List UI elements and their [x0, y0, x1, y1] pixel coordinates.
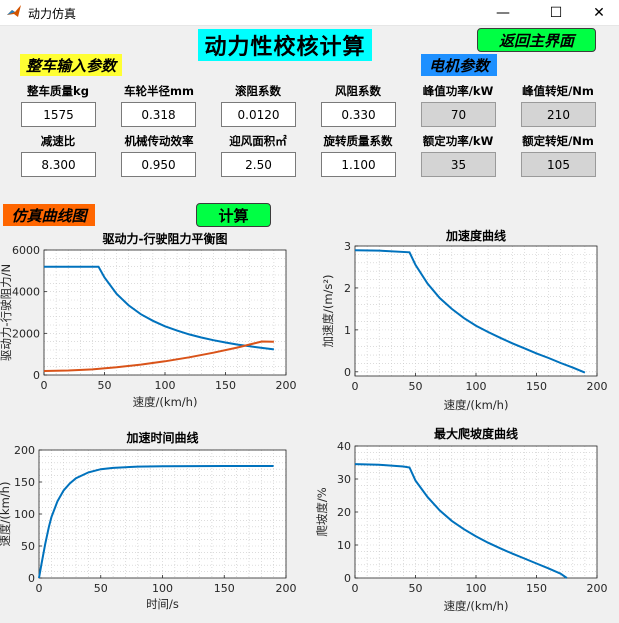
x-tick-label: 150 [526, 380, 547, 393]
x-axis-label: 速度/(km/h) [444, 599, 509, 613]
wheel-radius-field[interactable]: 0.318 [121, 102, 196, 127]
series-line-0 [44, 265, 275, 351]
y-tick-label: 10 [337, 539, 351, 552]
x-tick-label: 150 [526, 582, 547, 595]
y-axis-label: 爬坡度/% [315, 487, 329, 536]
series-line-0 [354, 463, 568, 579]
chart-force-balance: 0 50 100 150 2000200040006000驱动力-行驶阻力平衡图速度/(… [0, 231, 297, 409]
x-tick-label: 100 [155, 379, 176, 392]
chart-title: 加速度曲线 [445, 228, 506, 243]
x-tick-label: 50 [409, 582, 423, 595]
rotating-mass-label: 旋转质量系数 [323, 134, 393, 148]
y-tick-label: 0 [33, 369, 40, 382]
y-tick-label: 0 [344, 572, 351, 585]
y-tick-label: 30 [337, 473, 351, 486]
x-tick-label: 200 [587, 582, 608, 595]
return-main-button[interactable]: 返回主界面 [477, 28, 596, 52]
plot-area [355, 246, 597, 376]
reduction-ratio-label: 减速比 [40, 134, 76, 148]
rated-torque-label: 额定转矩/Nm [522, 134, 594, 148]
calculate-button[interactable]: 计算 [196, 203, 271, 227]
rated-power-field[interactable]: 35 [421, 152, 496, 177]
y-tick-label: 150 [14, 476, 35, 489]
x-axis-label: 速度/(km/h) [444, 398, 509, 412]
sim-curves-label: 仿真曲线图 [3, 204, 95, 226]
y-axis-label: 驱动力-行驶阻力/N [0, 264, 13, 361]
y-axis-label: 加速度/(m/s²) [321, 274, 335, 347]
x-tick-label: 150 [214, 582, 235, 595]
y-tick-label: 50 [21, 540, 35, 553]
chart-title: 加速时间曲线 [125, 430, 198, 445]
frontal-area-field[interactable]: 2.50 [221, 152, 296, 177]
y-axis-label: 速度/(km/h) [0, 482, 12, 547]
series-line-1 [43, 340, 274, 372]
y-tick-label: 1 [344, 324, 351, 337]
y-tick-label: 6000 [12, 244, 40, 257]
x-tick-label: 50 [94, 582, 108, 595]
x-tick-label: 0 [41, 379, 48, 392]
plot-area [44, 250, 286, 375]
drag-coefficient-label: 风阻系数 [335, 84, 381, 98]
wheel-radius-label: 车轮半径mm [124, 84, 194, 98]
efficiency-label: 机械传动效率 [124, 134, 194, 148]
rated-torque-field[interactable]: 105 [521, 152, 596, 177]
rotating-mass-field[interactable]: 1.100 [321, 152, 396, 177]
maximize-button[interactable]: ☐ [549, 5, 563, 21]
y-tick-label: 20 [337, 506, 351, 519]
x-axis-label: 速度/(km/h) [133, 395, 198, 409]
reduction-ratio-field[interactable]: 8.300 [21, 152, 96, 177]
peak-torque-label: 峰值转矩/Nm [522, 84, 594, 98]
chart-title: 驱动力-行驶阻力平衡图 [103, 231, 228, 246]
window-titlebar: 动力仿真 — ☐ ✕ [0, 0, 619, 26]
page-title: 动力性校核计算 [198, 29, 372, 61]
x-tick-label: 200 [587, 380, 608, 393]
mass-field[interactable]: 1575 [21, 102, 96, 127]
peak-power-field[interactable]: 70 [421, 102, 496, 127]
y-tick-label: 0 [344, 366, 351, 379]
x-tick-label: 50 [98, 379, 112, 392]
series-line-0 [38, 465, 274, 579]
matlab-icon [7, 5, 21, 17]
drag-coefficient-field[interactable]: 0.330 [321, 102, 396, 127]
x-tick-label: 0 [352, 582, 359, 595]
x-tick-label: 100 [466, 380, 487, 393]
mass-label: 整车质量kg [27, 84, 89, 98]
efficiency-field[interactable]: 0.950 [121, 152, 196, 177]
x-tick-label: 0 [352, 380, 359, 393]
y-tick-label: 200 [14, 444, 35, 457]
y-tick-label: 100 [14, 508, 35, 521]
peak-power-label: 峰值功率/kW [422, 84, 494, 98]
close-button[interactable]: ✕ [593, 5, 605, 21]
rated-power-label: 额定功率/kW [422, 134, 494, 148]
vehicle-params-label: 整车输入参数 [20, 54, 122, 76]
rolling-resistance-field[interactable]: 0.0120 [221, 102, 296, 127]
y-tick-label: 4000 [12, 286, 40, 299]
y-tick-label: 2 [344, 282, 351, 295]
window-title: 动力仿真 [28, 7, 77, 21]
motor-params-label: 电机参数 [421, 54, 497, 76]
x-tick-label: 200 [276, 379, 297, 392]
x-tick-label: 0 [36, 582, 43, 595]
chart-title: 最大爬坡度曲线 [434, 426, 518, 441]
y-tick-label: 2000 [12, 327, 40, 340]
x-tick-label: 50 [409, 380, 423, 393]
x-tick-label: 200 [276, 582, 297, 595]
minimize-button[interactable]: — [496, 5, 510, 21]
y-tick-label: 3 [344, 240, 351, 253]
x-axis-label: 时间/s [146, 597, 179, 611]
x-tick-label: 100 [466, 582, 487, 595]
rolling-resistance-label: 滚阻系数 [235, 84, 281, 98]
series-line-0 [354, 249, 586, 374]
x-tick-label: 150 [215, 379, 236, 392]
y-tick-label: 0 [28, 572, 35, 585]
frontal-area-label: 迎风面积㎡ [229, 134, 287, 148]
x-tick-label: 100 [152, 582, 173, 595]
y-tick-label: 40 [337, 440, 351, 453]
peak-torque-field[interactable]: 210 [521, 102, 596, 127]
